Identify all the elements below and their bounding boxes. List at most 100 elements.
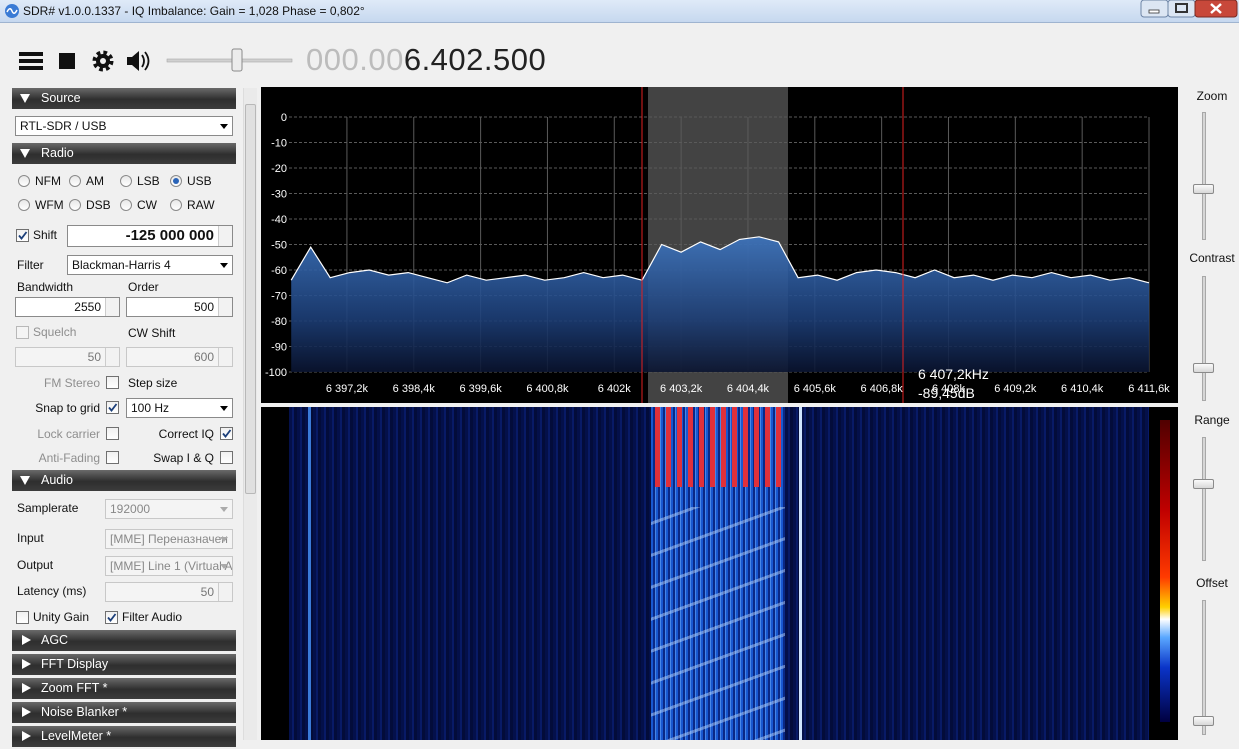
x-tick-label: 6 397,2k	[326, 383, 369, 395]
zoom-label: Zoom	[1196, 89, 1228, 103]
section-title: FFT Display	[41, 657, 109, 671]
zoom-track[interactable]	[1202, 112, 1206, 240]
spinner[interactable]	[218, 298, 232, 316]
shift-input[interactable]: -125 000 000	[67, 225, 233, 247]
shift-checkbox[interactable]	[16, 229, 29, 242]
x-tick-label: 6 410,4k	[1061, 383, 1104, 395]
section-header[interactable]: Noise Blanker *	[12, 702, 236, 723]
spectrum-analyzer[interactable]: 0 -10 -20 -30 -40 -50 -60 -70 -80 -90 -100 6 397,2k…	[261, 87, 1178, 403]
fm-stereo-checkbox[interactable]	[106, 376, 119, 389]
y-tick-label: -60	[271, 265, 287, 277]
spinner	[218, 583, 232, 601]
check-mark	[108, 403, 118, 412]
section-header[interactable]: FFT Display	[12, 654, 236, 675]
frequency-display[interactable]: 000.006.402.500	[306, 42, 546, 78]
check-mark	[18, 231, 28, 240]
section-title: Radio	[41, 146, 74, 160]
fm-stereo-label: FM Stereo	[43, 376, 100, 390]
latency-input: 50	[105, 582, 233, 602]
audio-header[interactable]: Audio	[12, 470, 236, 491]
window-buttons[interactable]	[1140, 0, 1238, 18]
mode-radio[interactable]	[18, 175, 30, 187]
spinner[interactable]	[218, 226, 232, 246]
samplerate-label: Samplerate	[17, 501, 79, 515]
lock-carrier-checkbox[interactable]	[106, 427, 119, 440]
mode-radio[interactable]	[170, 175, 182, 187]
shift-label: Shift	[33, 228, 58, 242]
cw-shift-value: 600	[193, 350, 214, 364]
mode-label: RAW	[187, 198, 215, 212]
mode-label: LSB	[137, 174, 160, 188]
contrast-track[interactable]	[1202, 276, 1206, 401]
spinner[interactable]	[105, 298, 119, 316]
mode-radio[interactable]	[120, 175, 132, 187]
mode-radio[interactable]	[18, 199, 30, 211]
step-size-select[interactable]: 100 Hz	[126, 398, 233, 418]
menu-button[interactable]	[19, 52, 43, 70]
unity-gain-checkbox[interactable]	[16, 611, 29, 624]
check-mark	[222, 429, 232, 438]
shift-value: -125 000 000	[125, 227, 214, 244]
source-header[interactable]: Source	[12, 88, 236, 109]
zoom-thumb[interactable]	[1193, 184, 1214, 194]
order-value: 500	[193, 300, 214, 314]
anti-fading-checkbox[interactable]	[106, 451, 119, 464]
swap-iq-label: Swap I & Q	[153, 451, 214, 465]
mode-label: NFM	[35, 174, 61, 188]
snap-label: Snap to grid	[35, 401, 100, 415]
section-header[interactable]: AGC	[12, 630, 236, 651]
mode-radio[interactable]	[120, 199, 132, 211]
offset-track[interactable]	[1202, 600, 1206, 735]
section-title: LevelMeter *	[41, 729, 112, 743]
x-tick-label: 6 400,8k	[526, 383, 569, 395]
app-icon	[5, 4, 19, 18]
x-tick-label: 6 408k	[932, 383, 966, 395]
mode-radio[interactable]	[69, 175, 81, 187]
source-select[interactable]: RTL-SDR / USB	[15, 116, 233, 136]
y-tick-label: -40	[271, 214, 287, 226]
filter-label: Filter	[17, 258, 44, 272]
range-thumb[interactable]	[1193, 479, 1214, 489]
scroll-thumb[interactable]	[245, 104, 256, 494]
output-label: Output	[17, 558, 54, 572]
filter-select[interactable]: Blackman-Harris 4	[67, 255, 233, 275]
contrast-label: Contrast	[1189, 251, 1235, 265]
waterfall[interactable]	[261, 407, 1178, 740]
range-track[interactable]	[1202, 437, 1206, 561]
snap-checkbox[interactable]	[106, 401, 119, 414]
swap-iq-checkbox[interactable]	[220, 451, 233, 464]
section-header[interactable]: LevelMeter *	[12, 726, 236, 747]
stop-button[interactable]	[59, 53, 75, 69]
spectrum-trace	[290, 236, 1150, 372]
offset-label: Offset	[1196, 576, 1228, 590]
offset-thumb[interactable]	[1193, 716, 1214, 726]
mode-label: WFM	[35, 198, 64, 212]
collapse-arrow	[22, 635, 31, 645]
mode-radio[interactable]	[170, 199, 182, 211]
radio-header[interactable]: Radio	[12, 143, 236, 164]
x-tick-label: 6 411,6k	[1128, 383, 1170, 395]
order-input[interactable]: 500	[126, 297, 233, 317]
section-header[interactable]: Zoom FFT *	[12, 678, 236, 699]
window-title: SDR# v1.0.0.1337 - IQ Imbalance: Gain = …	[23, 4, 365, 18]
correct-iq-checkbox[interactable]	[220, 427, 233, 440]
filter-audio-checkbox[interactable]	[105, 611, 118, 624]
volume-slider[interactable]	[166, 48, 293, 72]
collapse-arrow	[22, 683, 31, 693]
bandwidth-input[interactable]: 2550	[15, 297, 120, 317]
sidebar-scrollbar[interactable]	[243, 88, 257, 740]
expand-arrow	[20, 94, 30, 103]
check-glyph	[107, 613, 117, 622]
squelch-value: 50	[87, 350, 101, 364]
cursor-level: -89,45dB	[918, 385, 975, 401]
contrast-thumb[interactable]	[1193, 363, 1214, 373]
mute-button[interactable]	[127, 51, 150, 71]
settings-button[interactable]	[92, 50, 114, 72]
y-tick-label: -90	[271, 342, 287, 354]
bandwidth-value: 2550	[74, 300, 101, 314]
samplerate-select: 192000	[105, 499, 233, 519]
squelch-checkbox[interactable]	[16, 326, 29, 339]
x-tick-label: 6 399,6k	[460, 383, 503, 395]
toolbar-icons	[19, 48, 293, 72]
mode-radio[interactable]	[69, 199, 81, 211]
